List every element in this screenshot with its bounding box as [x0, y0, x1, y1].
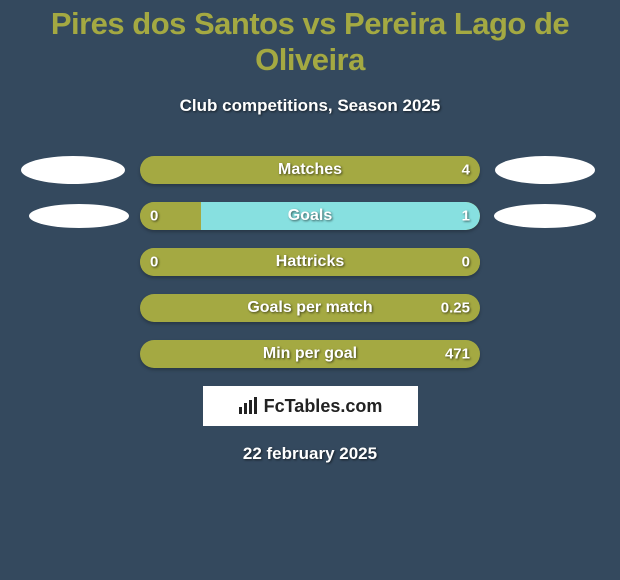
- ellipse-icon: [21, 156, 125, 184]
- stat-value-right: 471: [445, 346, 470, 363]
- stat-value-right: 1: [462, 208, 470, 225]
- ellipse-icon: [495, 156, 595, 184]
- stat-bar: Matches 4: [140, 156, 480, 184]
- stat-bar: Hattricks 0 0: [140, 248, 480, 276]
- stat-value-left: 0: [150, 208, 158, 225]
- ellipse-icon: [29, 204, 129, 228]
- right-decor: [490, 156, 600, 184]
- bar-chart-icon: [238, 397, 258, 415]
- bar-right-fill: [201, 202, 480, 230]
- page-title: Pires dos Santos vs Pereira Lago de Oliv…: [0, 0, 620, 82]
- snapshot-date: 22 february 2025: [0, 444, 620, 464]
- fctables-logo: FcTables.com: [203, 386, 418, 426]
- stat-value-right: 4: [462, 162, 470, 179]
- stat-value-left: 0: [150, 254, 158, 271]
- stat-row: Goals per match 0.25: [10, 294, 610, 322]
- stat-bar: Goals 0 1: [140, 202, 480, 230]
- stat-bar: Goals per match 0.25: [140, 294, 480, 322]
- stat-row: Min per goal 471: [10, 340, 610, 368]
- stat-label: Min per goal: [263, 345, 357, 363]
- stat-label: Hattricks: [276, 253, 344, 271]
- ellipse-icon: [494, 204, 596, 228]
- stat-label: Goals per match: [247, 299, 372, 317]
- stat-label: Goals: [288, 207, 332, 225]
- logo-text: FcTables.com: [264, 396, 383, 417]
- right-decor: [490, 204, 600, 228]
- left-decor: [20, 204, 130, 228]
- stat-row: Goals 0 1: [10, 202, 610, 230]
- stat-value-right: 0: [462, 254, 470, 271]
- left-decor: [20, 156, 130, 184]
- page-subtitle: Club competitions, Season 2025: [0, 96, 620, 116]
- stat-value-right: 0.25: [441, 300, 470, 317]
- comparison-chart: Matches 4 Goals 0 1 Hattricks 0 0 Goals per matc…: [0, 156, 620, 368]
- stat-row: Matches 4: [10, 156, 610, 184]
- stat-row: Hattricks 0 0: [10, 248, 610, 276]
- stat-label: Matches: [278, 161, 342, 179]
- stat-bar: Min per goal 471: [140, 340, 480, 368]
